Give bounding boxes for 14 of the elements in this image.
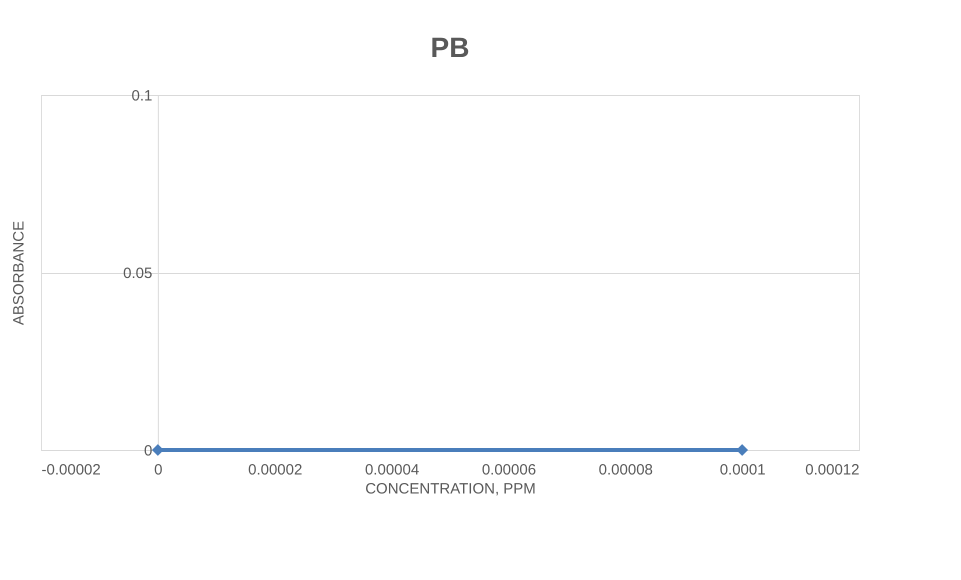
x-tick-label: 0 [154, 462, 163, 478]
x-axis-title: CONCENTRATION, PPM [365, 480, 536, 498]
x-tick-label: 0.00002 [248, 462, 302, 478]
y-tick-label: 0.1 [132, 88, 152, 104]
x-tick-label: 0.00004 [364, 462, 420, 478]
y-tick-label: 0 [144, 442, 152, 460]
x-tick-label: 0.00006 [482, 462, 536, 478]
x-tick-label: 0.00008 [598, 462, 653, 478]
x-tick-label: 0.0001 [720, 462, 766, 478]
x-tick-label: 0.00012 [805, 462, 860, 478]
x-tick-label: -0.00002 [42, 462, 101, 478]
y-tick-label: 0.05 [123, 265, 152, 282]
y-axis-title: ABSORBANCE [10, 220, 28, 326]
chart-title: PB [430, 32, 470, 63]
